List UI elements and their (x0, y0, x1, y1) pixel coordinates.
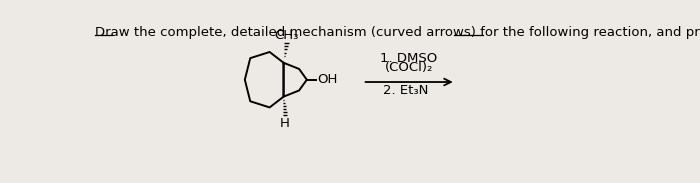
Text: H: H (280, 117, 290, 130)
Text: 2. Et₃N: 2. Et₃N (383, 84, 428, 97)
Text: CH₃: CH₃ (274, 29, 299, 42)
Text: (COCl)₂: (COCl)₂ (385, 61, 433, 74)
Text: 1. DMSO: 1. DMSO (381, 52, 438, 65)
Text: Draw the complete, detailed mechanism (curved arrows) for the following reaction: Draw the complete, detailed mechanism (c… (95, 26, 700, 39)
Text: OH: OH (317, 73, 337, 86)
